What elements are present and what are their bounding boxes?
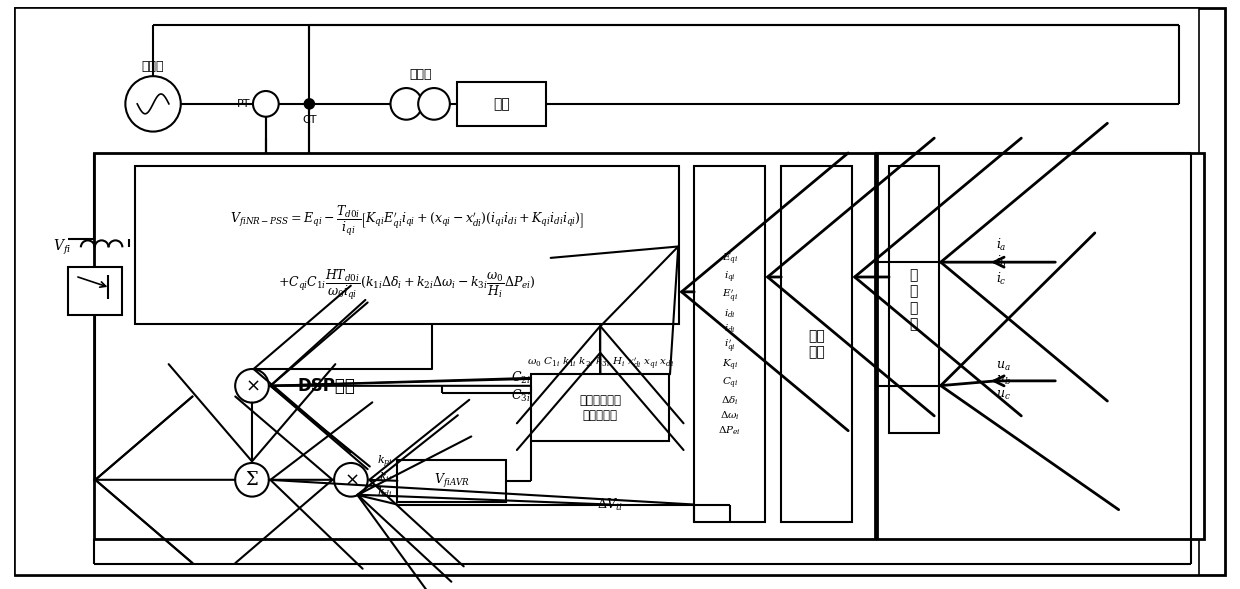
Text: 参数
计算: 参数 计算 <box>808 329 826 359</box>
Text: $u_b$: $u_b$ <box>996 375 1011 388</box>
Circle shape <box>253 91 279 117</box>
Bar <box>68 267 123 315</box>
Circle shape <box>391 88 422 120</box>
Text: $+C_{qi}C_{1i}\dfrac{HT_{d0i}}{\omega_0 i_{qi}}(k_{1i}\Delta\delta_i+k_{2i}\Delt: $+C_{qi}C_{1i}\dfrac{HT_{d0i}}{\omega_0 … <box>279 268 536 302</box>
Text: $\Sigma$: $\Sigma$ <box>246 471 259 489</box>
Bar <box>397 460 506 502</box>
Text: $i_b$: $i_b$ <box>996 254 1007 270</box>
Text: $V_{fiAVR}$: $V_{fiAVR}$ <box>434 472 470 490</box>
Text: 发电机: 发电机 <box>141 59 165 73</box>
Text: $E_{qi}$
$i_{qi}$
$E_{qi}^{\prime}$
$i_{di}$
$i_{di}$
$i_{qi}^{\prime}$
$K_{qi}$: $E_{qi}$ $i_{qi}$ $E_{qi}^{\prime}$ $i_{… <box>718 252 742 437</box>
Bar <box>531 374 670 441</box>
Bar <box>135 166 680 325</box>
Text: 电网: 电网 <box>494 97 510 111</box>
Bar <box>877 153 1204 539</box>
Circle shape <box>418 88 450 120</box>
Text: DSP芯片: DSP芯片 <box>298 377 355 395</box>
Text: $\Delta V_{ti}$: $\Delta V_{ti}$ <box>598 497 622 512</box>
Circle shape <box>236 463 269 497</box>
Circle shape <box>334 463 368 497</box>
Text: 变压器: 变压器 <box>409 68 432 81</box>
Text: $k_{pi}$: $k_{pi}$ <box>377 454 393 470</box>
Text: 发电机和控制
器参数设置: 发电机和控制 器参数设置 <box>579 393 621 422</box>
Text: $V_{fiNR-PSS} = E_{qi} - \dfrac{T_{d0i}}{i_{qi}}\left[K_{qi}E_{qi}^{\prime}i_{qi: $V_{fiNR-PSS} = E_{qi} - \dfrac{T_{d0i}}… <box>231 204 584 237</box>
Text: $C_{3i}$: $C_{3i}$ <box>511 388 531 403</box>
Circle shape <box>236 369 269 403</box>
Text: $u_c$: $u_c$ <box>996 389 1011 402</box>
Text: $i_a$: $i_a$ <box>996 237 1007 253</box>
Circle shape <box>305 99 314 109</box>
Bar <box>781 166 852 522</box>
Text: $C_{2i}$: $C_{2i}$ <box>511 370 531 386</box>
Text: $\omega_0\ C_{1i}\ k_{1i}\ k_{2i}\ k_{3i}\ H_i\ x_{di}^{\prime}\ x_{qi}\ x_{di}$: $\omega_0\ C_{1i}\ k_{1i}\ k_{2i}\ k_{3i… <box>527 356 673 372</box>
Text: $\times$: $\times$ <box>343 471 358 489</box>
Text: $k_{di}$: $k_{di}$ <box>377 485 393 498</box>
Bar <box>94 153 875 539</box>
Text: 模
数
转
换: 模 数 转 换 <box>910 269 918 331</box>
Circle shape <box>125 76 181 131</box>
Bar <box>889 166 939 434</box>
Bar <box>694 166 765 522</box>
Text: PT: PT <box>237 99 250 109</box>
Text: CT: CT <box>303 115 316 125</box>
Text: $k_{ii}$: $k_{ii}$ <box>379 470 393 484</box>
Text: $i_c$: $i_c$ <box>996 271 1007 287</box>
Text: $u_a$: $u_a$ <box>996 359 1011 373</box>
Text: $V_{fi}$: $V_{fi}$ <box>52 238 71 257</box>
Bar <box>456 82 546 125</box>
Text: $\times$: $\times$ <box>244 377 259 395</box>
